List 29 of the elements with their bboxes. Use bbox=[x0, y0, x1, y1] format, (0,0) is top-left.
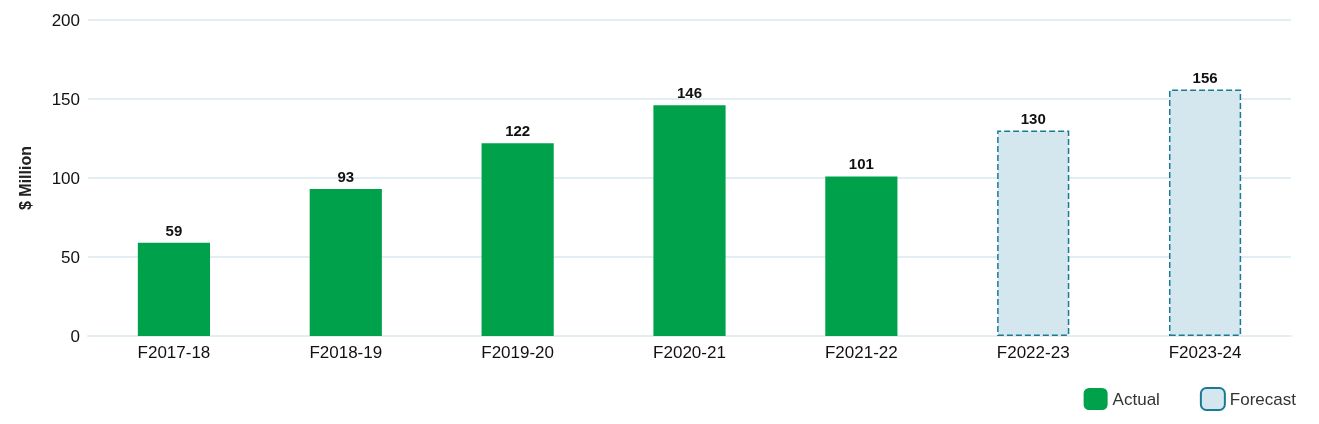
x-tick-label: F2017-18 bbox=[137, 343, 211, 362]
bar bbox=[137, 242, 211, 336]
y-tick-label: 150 bbox=[51, 89, 80, 109]
legend-label: Actual bbox=[1112, 389, 1160, 409]
x-tick-label: F2019-20 bbox=[481, 343, 555, 362]
data-label: 156 bbox=[1192, 68, 1218, 86]
y-tick-label: 50 bbox=[61, 247, 80, 267]
data-label: 101 bbox=[848, 155, 874, 173]
y-tick-label: 0 bbox=[70, 326, 80, 346]
x-tick-label: F2021-22 bbox=[824, 343, 898, 362]
legend-label: Forecast bbox=[1229, 389, 1297, 409]
data-label: 59 bbox=[165, 221, 183, 239]
y-tick-label: 100 bbox=[51, 168, 80, 188]
bar bbox=[481, 143, 554, 336]
bar bbox=[1168, 89, 1242, 336]
y-axis-title: $ Million bbox=[16, 146, 34, 210]
data-label: 146 bbox=[676, 84, 703, 102]
bar bbox=[825, 176, 898, 336]
x-tick-label: F2018-19 bbox=[309, 343, 383, 362]
data-label: 130 bbox=[1020, 109, 1046, 127]
bar bbox=[653, 105, 726, 336]
bar bbox=[309, 189, 382, 336]
data-label: 122 bbox=[505, 122, 531, 140]
y-tick-label: 200 bbox=[51, 10, 80, 30]
data-label: 93 bbox=[337, 168, 355, 186]
x-tick-label: F2023-24 bbox=[1168, 343, 1242, 362]
x-tick-label: F2022-23 bbox=[996, 343, 1070, 362]
bar bbox=[997, 130, 1070, 336]
x-tick-label: F2020-21 bbox=[653, 343, 726, 362]
